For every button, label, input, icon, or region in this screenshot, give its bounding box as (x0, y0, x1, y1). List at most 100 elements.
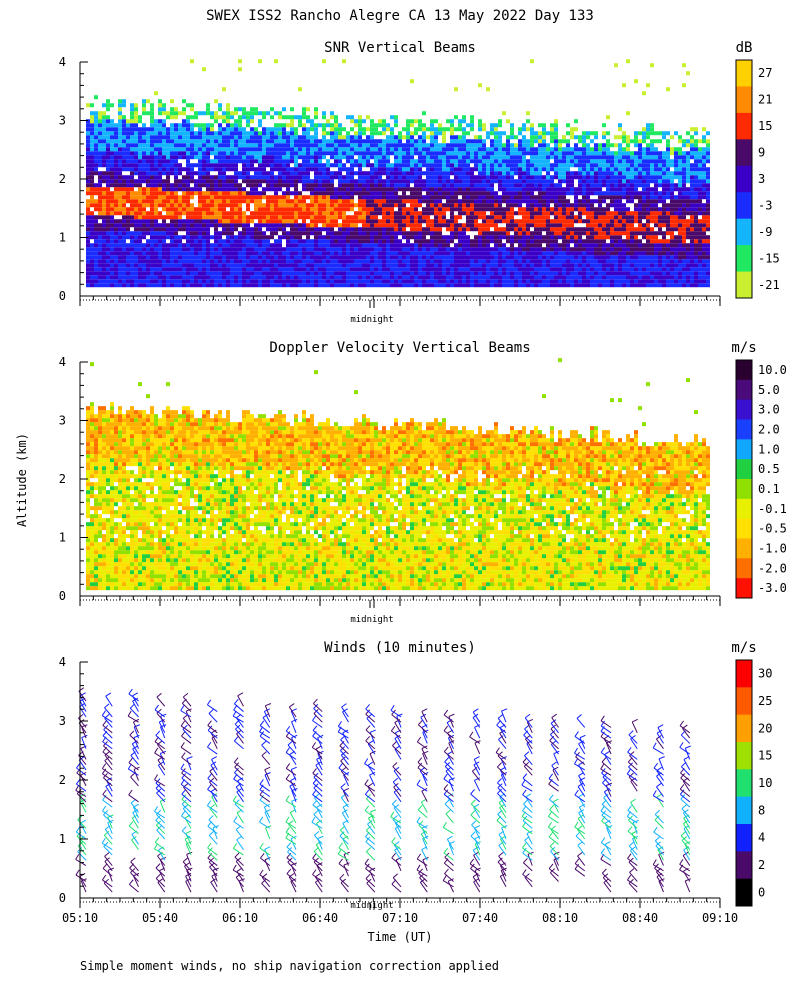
snr-cell (234, 255, 238, 260)
snr-cell (382, 187, 386, 192)
snr-cell (546, 175, 550, 180)
snr-cell (430, 211, 434, 216)
snr-cell (114, 203, 118, 208)
snr-cell (182, 235, 186, 240)
snr-cell (558, 151, 562, 156)
snr-cell (322, 219, 326, 224)
snr-cell (134, 231, 138, 236)
snr-cell (238, 263, 242, 268)
snr-cell (346, 147, 350, 152)
snr-cell (558, 139, 562, 144)
snr-cell (582, 159, 586, 164)
snr-cell (490, 159, 494, 164)
snr-cell (322, 59, 326, 64)
snr-cell (194, 123, 198, 128)
snr-cell (102, 231, 106, 236)
snr-cell (114, 187, 118, 192)
snr-cell (434, 231, 438, 236)
snr-cell (246, 139, 250, 144)
snr-cell (370, 247, 374, 252)
snr-cell (86, 239, 90, 244)
snr-cell (522, 259, 526, 264)
snr-cell (330, 203, 334, 208)
snr-cell (162, 283, 166, 288)
snr-cell (470, 119, 474, 124)
snr-cell (202, 139, 206, 144)
snr-cell (190, 167, 194, 172)
snr-cell (330, 259, 334, 264)
snr-cell (218, 123, 222, 128)
snr-cell (214, 99, 218, 104)
snr-cell (238, 107, 242, 112)
snr-cell (386, 207, 390, 212)
snr-cell (338, 171, 342, 176)
snr-cell (474, 255, 478, 260)
snr-cell (586, 283, 590, 288)
snr-cell (418, 159, 422, 164)
snr-cell (150, 267, 154, 272)
snr-cell (430, 199, 434, 204)
snr-cell (518, 267, 522, 272)
snr-cell (190, 163, 194, 168)
snr-cell (90, 171, 94, 176)
snr-cell (302, 243, 306, 248)
snr-cell (298, 191, 302, 196)
snr-cell (254, 243, 258, 248)
snr-cell (126, 119, 130, 124)
snr-cell (198, 279, 202, 284)
snr-cell (250, 135, 254, 140)
snr-cell (482, 219, 486, 224)
snr-cell (86, 227, 90, 232)
snr-cell (178, 199, 182, 204)
snr-cell (326, 259, 330, 264)
snr-cell (166, 207, 170, 212)
snr-cell (458, 279, 462, 284)
snr-cell (510, 127, 514, 132)
snr-cell (206, 171, 210, 176)
snr-cell (334, 219, 338, 224)
snr-cell (538, 247, 542, 252)
snr-cell (282, 147, 286, 152)
snr-cell (406, 123, 410, 128)
snr-cell (274, 123, 278, 128)
snr-cell (514, 251, 518, 256)
snr-cell (274, 271, 278, 276)
snr-cell (370, 183, 374, 188)
snr-cell (526, 139, 530, 144)
snr-cell (342, 215, 346, 220)
snr-cell (158, 131, 162, 136)
snr-cell (330, 115, 334, 120)
snr-cell (494, 155, 498, 160)
snr-cell (94, 279, 98, 284)
snr-cell (490, 219, 494, 224)
snr-cell (266, 203, 270, 208)
snr-cell (518, 191, 522, 196)
snr-cell (326, 267, 330, 272)
snr-cell (98, 263, 102, 268)
snr-cell (406, 167, 410, 172)
snr-cell (358, 119, 362, 124)
snr-cell (354, 283, 358, 288)
snr-cell (534, 227, 538, 232)
snr-cell (254, 143, 258, 148)
snr-cell (166, 167, 170, 172)
snr-cell (462, 147, 466, 152)
snr-cell (582, 171, 586, 176)
snr-cell (558, 199, 562, 204)
snr-cell (434, 183, 438, 188)
snr-cell (262, 127, 266, 132)
snr-cell (506, 179, 510, 184)
snr-cell (190, 131, 194, 136)
snr-cell (250, 271, 254, 276)
snr-cell (298, 259, 302, 264)
snr-cell (138, 211, 142, 216)
snr-cell (470, 183, 474, 188)
snr-cell (162, 171, 166, 176)
snr-cell (490, 275, 494, 280)
snr-cell (230, 251, 234, 256)
snr-cell (302, 159, 306, 164)
snr-cell (390, 239, 394, 244)
snr-cell (546, 163, 550, 168)
snr-cell (454, 139, 458, 144)
snr-cell (478, 235, 482, 240)
